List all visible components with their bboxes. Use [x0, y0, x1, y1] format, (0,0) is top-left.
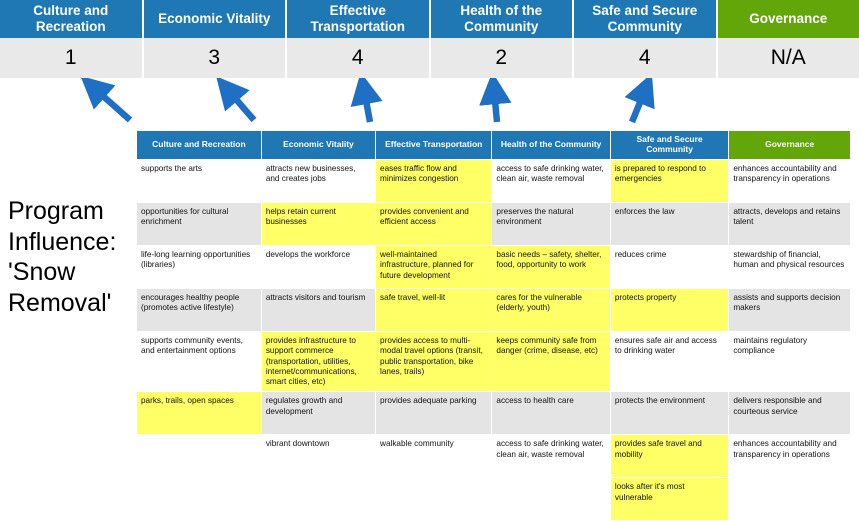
matrix-cell: safe travel, well-lit [376, 289, 492, 332]
matrix-cell: life-long learning opportunities (librar… [137, 246, 262, 289]
matrix-cell [376, 478, 492, 521]
matrix-cell: provides access to multi-modal travel op… [376, 332, 492, 392]
matrix-cell: cares for the vulnerable (elderly, youth… [492, 289, 610, 332]
score-arrow [494, 90, 497, 122]
matrix-cell: attracts visitors and tourism [261, 289, 375, 332]
matrix-cell: attracts new businesses, and creates job… [261, 160, 375, 203]
matrix-header-row: Culture and Recreation Economic Vitality… [137, 131, 851, 160]
priority-score-row: 1 3 4 2 4 N/A [0, 38, 859, 78]
priority-header-effective-transportation: Effective Transportation [287, 0, 431, 38]
matrix-cell: regulates growth and development [261, 392, 375, 435]
matrix-header-economic-vitality: Economic Vitality [261, 131, 375, 160]
score-arrow-group [0, 78, 859, 130]
matrix-cell [137, 435, 262, 478]
table-row: encourages healthy people (promotes acti… [137, 289, 851, 332]
matrix-cell: assists and supports decision makers [729, 289, 851, 332]
table-row: supports the arts attracts new businesse… [137, 160, 851, 203]
matrix-cell: encourages healthy people (promotes acti… [137, 289, 262, 332]
matrix-cell [261, 478, 375, 521]
matrix-cell: develops the workforce [261, 246, 375, 289]
table-row: parks, trails, open spaces regulates gro… [137, 392, 851, 435]
matrix-cell: protects the environment [610, 392, 728, 435]
program-influence-caption: Program Influence: 'Snow Removal' [8, 196, 136, 318]
matrix-cell: access to safe drinking water, clean air… [492, 160, 610, 203]
matrix-cell: attracts, develops and retains talent [729, 203, 851, 246]
matrix-cell: reduces crime [610, 246, 728, 289]
matrix-cell: enhances accountability and transparency… [729, 160, 851, 203]
matrix-header-health-of-the-community: Health of the Community [492, 131, 610, 160]
matrix-cell: access to safe drinking water, clean air… [492, 435, 610, 478]
score-arrow [94, 88, 130, 120]
matrix-cell: provides safe travel and mobility [610, 435, 728, 478]
matrix-cell: supports the arts [137, 160, 262, 203]
matrix-cell: looks after it's most vulnerable [610, 478, 728, 521]
matrix-cell: ensures safe air and access to drinking … [610, 332, 728, 392]
matrix-header-effective-transportation: Effective Transportation [376, 131, 492, 160]
priority-header-label: Economic Vitality [158, 11, 270, 27]
matrix-cell: keeps community safe from danger (crime,… [492, 332, 610, 392]
table-row: vibrant downtown walkable community acce… [137, 435, 851, 478]
matrix-cell [729, 478, 851, 521]
priority-definition-matrix: Culture and Recreation Economic Vitality… [136, 130, 851, 521]
priority-header-economic-vitality: Economic Vitality [144, 0, 288, 38]
matrix-cell: provides adequate parking [376, 392, 492, 435]
matrix-cell: eases traffic flow and minimizes congest… [376, 160, 492, 203]
matrix-cell: enforces the law [610, 203, 728, 246]
matrix-cell: protects property [610, 289, 728, 332]
priority-header-label: Effective Transportation [290, 3, 426, 34]
matrix-cell: vibrant downtown [261, 435, 375, 478]
matrix-cell [492, 478, 610, 521]
matrix-header-governance: Governance [729, 131, 851, 160]
priority-score-governance: N/A [718, 38, 859, 78]
matrix-cell: helps retain current businesses [261, 203, 375, 246]
priority-header-row: Culture and Recreation Economic Vitality… [0, 0, 859, 38]
matrix-cell: stewardship of financial, human and phys… [729, 246, 851, 289]
priority-header-governance: Governance [718, 0, 859, 38]
matrix-cell: provides infrastructure to support comme… [261, 332, 375, 392]
score-arrow [364, 90, 370, 122]
priority-header-label: Safe and Secure Community [577, 3, 713, 34]
matrix-cell: preserves the natural environment [492, 203, 610, 246]
priority-score-culture-and-recreation: 1 [0, 38, 144, 78]
matrix-cell: is prepared to respond to emergencies [610, 160, 728, 203]
priority-score-health-of-the-community: 2 [431, 38, 575, 78]
priority-header-safe-and-secure-community: Safe and Secure Community [574, 0, 718, 38]
score-arrow [228, 90, 254, 120]
matrix-cell: provides convenient and efficient access [376, 203, 492, 246]
matrix-header-culture-and-recreation: Culture and Recreation [137, 131, 262, 160]
matrix-cell: basic needs – safety, shelter, food, opp… [492, 246, 610, 289]
table-row: supports community events, and entertain… [137, 332, 851, 392]
priority-score-economic-vitality: 3 [144, 38, 288, 78]
matrix-header-safe-and-secure-community: Safe and Secure Community [610, 131, 728, 160]
matrix-cell: opportunities for cultural enrichment [137, 203, 262, 246]
table-row: opportunities for cultural enrichment he… [137, 203, 851, 246]
priority-header-label: Health of the Community [434, 3, 570, 34]
matrix-cell: delivers responsible and courteous servi… [729, 392, 851, 435]
priority-score-effective-transportation: 4 [287, 38, 431, 78]
table-row: looks after it's most vulnerable [137, 478, 851, 521]
priority-header-health-of-the-community: Health of the Community [431, 0, 575, 38]
matrix-cell: supports community events, and entertain… [137, 332, 262, 392]
priority-header-culture-and-recreation: Culture and Recreation [0, 0, 144, 38]
matrix-cell: walkable community [376, 435, 492, 478]
strategic-priorities-header: Culture and Recreation Economic Vitality… [0, 0, 859, 78]
score-arrow [632, 90, 645, 122]
priority-header-label: Culture and Recreation [3, 3, 139, 34]
matrix-cell: well-maintained infrastructure, planned … [376, 246, 492, 289]
priority-score-safe-and-secure-community: 4 [574, 38, 718, 78]
priority-header-label: Governance [749, 11, 827, 27]
table-row: life-long learning opportunities (librar… [137, 246, 851, 289]
matrix-cell: enhances accountability and transparency… [729, 435, 851, 478]
matrix-cell: maintains regulatory compliance [729, 332, 851, 392]
matrix-cell: access to health care [492, 392, 610, 435]
matrix-cell: parks, trails, open spaces [137, 392, 262, 435]
matrix-cell [137, 478, 262, 521]
